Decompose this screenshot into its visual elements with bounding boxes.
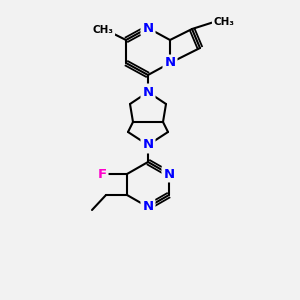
Text: CH₃: CH₃ xyxy=(92,25,113,35)
Text: CH₃: CH₃ xyxy=(214,17,235,27)
Text: N: N xyxy=(164,167,175,181)
Text: N: N xyxy=(142,200,154,214)
Text: N: N xyxy=(164,56,175,70)
Text: N: N xyxy=(142,139,154,152)
Text: F: F xyxy=(98,167,106,181)
Text: N: N xyxy=(142,22,154,34)
Text: N: N xyxy=(142,85,154,98)
